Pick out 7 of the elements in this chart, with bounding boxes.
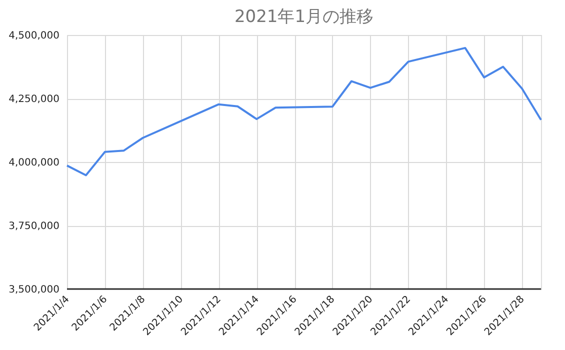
y-tick-label: 3,750,000 — [8, 221, 60, 232]
y-tick-label: 4,000,000 — [8, 158, 60, 168]
y-tick-label: 4,250,000 — [8, 94, 60, 105]
line-series — [66, 46, 542, 176]
y-tick-label: 3,500,000 — [8, 284, 60, 296]
chart-title: 2021年1月の推移 — [234, 7, 374, 27]
y-tick-label: 4,500,000 — [8, 30, 60, 42]
